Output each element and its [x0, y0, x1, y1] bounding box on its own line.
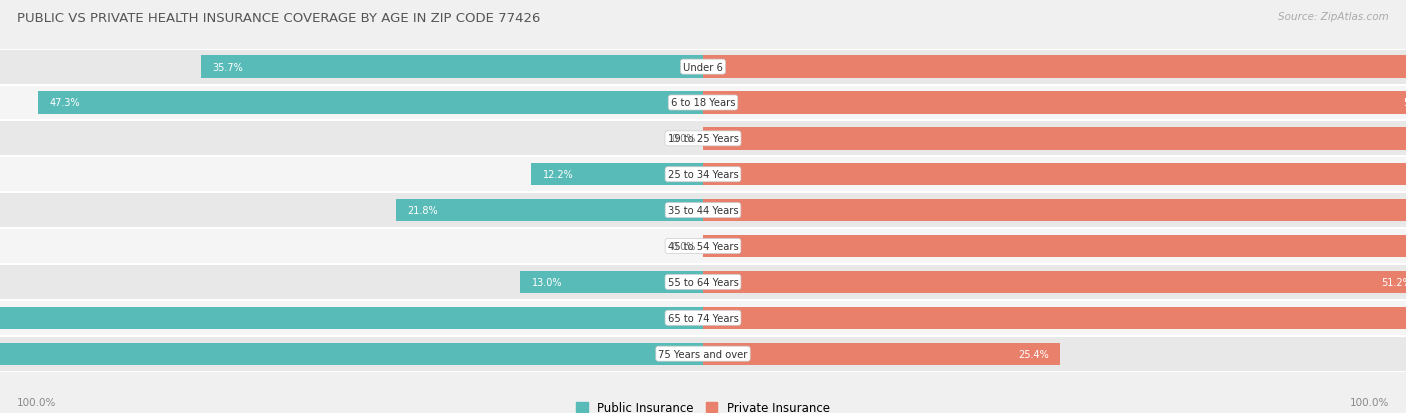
- Text: 25.4%: 25.4%: [1018, 349, 1049, 359]
- Bar: [703, 164, 1406, 186]
- Bar: [0, 121, 1406, 157]
- Text: 51.2%: 51.2%: [1381, 277, 1406, 287]
- Bar: [201, 56, 703, 78]
- Bar: [703, 307, 1406, 329]
- Bar: [0, 300, 1406, 336]
- Text: PUBLIC VS PRIVATE HEALTH INSURANCE COVERAGE BY AGE IN ZIP CODE 77426: PUBLIC VS PRIVATE HEALTH INSURANCE COVER…: [17, 12, 540, 25]
- Bar: [703, 56, 1406, 78]
- Bar: [0, 336, 1406, 372]
- Text: 0.0%: 0.0%: [672, 242, 696, 252]
- Bar: [0, 343, 703, 365]
- Bar: [0, 193, 1406, 228]
- Text: 0.0%: 0.0%: [672, 134, 696, 144]
- Text: 21.8%: 21.8%: [408, 206, 439, 216]
- Text: Source: ZipAtlas.com: Source: ZipAtlas.com: [1278, 12, 1389, 22]
- Bar: [0, 50, 1406, 85]
- Text: 75 Years and over: 75 Years and over: [658, 349, 748, 359]
- Text: 12.2%: 12.2%: [543, 170, 574, 180]
- Bar: [520, 271, 703, 293]
- Text: 100.0%: 100.0%: [17, 397, 56, 407]
- Text: 35.7%: 35.7%: [212, 62, 243, 72]
- Text: 52.8%: 52.8%: [1403, 98, 1406, 108]
- Text: Under 6: Under 6: [683, 62, 723, 72]
- Text: 100.0%: 100.0%: [1350, 397, 1389, 407]
- Bar: [0, 85, 1406, 121]
- Text: 45 to 54 Years: 45 to 54 Years: [668, 242, 738, 252]
- Text: 6 to 18 Years: 6 to 18 Years: [671, 98, 735, 108]
- Bar: [703, 199, 1406, 222]
- Bar: [703, 271, 1406, 293]
- Bar: [0, 228, 1406, 264]
- Text: 19 to 25 Years: 19 to 25 Years: [668, 134, 738, 144]
- Bar: [703, 235, 1406, 258]
- Bar: [703, 92, 1406, 114]
- Text: 65 to 74 Years: 65 to 74 Years: [668, 313, 738, 323]
- Bar: [703, 128, 1406, 150]
- Text: 25 to 34 Years: 25 to 34 Years: [668, 170, 738, 180]
- Legend: Public Insurance, Private Insurance: Public Insurance, Private Insurance: [576, 401, 830, 413]
- Text: 55 to 64 Years: 55 to 64 Years: [668, 277, 738, 287]
- Bar: [0, 264, 1406, 300]
- Bar: [38, 92, 703, 114]
- Bar: [396, 199, 703, 222]
- Bar: [531, 164, 703, 186]
- Text: 13.0%: 13.0%: [531, 277, 562, 287]
- Bar: [703, 343, 1060, 365]
- Text: 47.3%: 47.3%: [49, 98, 80, 108]
- Text: 35 to 44 Years: 35 to 44 Years: [668, 206, 738, 216]
- Bar: [0, 307, 703, 329]
- Bar: [0, 157, 1406, 193]
